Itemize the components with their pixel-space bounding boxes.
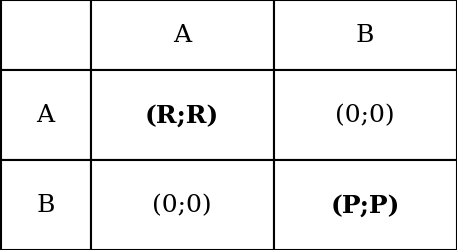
Text: A: A [37, 104, 54, 126]
Text: (P;P): (P;P) [330, 193, 400, 217]
Bar [273, 0, 457, 70]
Text: (0;0): (0;0) [335, 104, 395, 126]
Bar [0, 0, 90, 70]
Bar [0, 70, 90, 160]
Bar [0, 160, 90, 250]
Bar [90, 70, 273, 160]
Bar [90, 160, 273, 250]
Text: B: B [356, 24, 374, 47]
Bar [273, 160, 457, 250]
Text: (R;R): (R;R) [145, 103, 219, 127]
Text: B: B [36, 193, 55, 216]
Text: A: A [173, 24, 191, 47]
Text: (0;0): (0;0) [152, 193, 212, 216]
Bar [273, 70, 457, 160]
Bar [90, 0, 273, 70]
